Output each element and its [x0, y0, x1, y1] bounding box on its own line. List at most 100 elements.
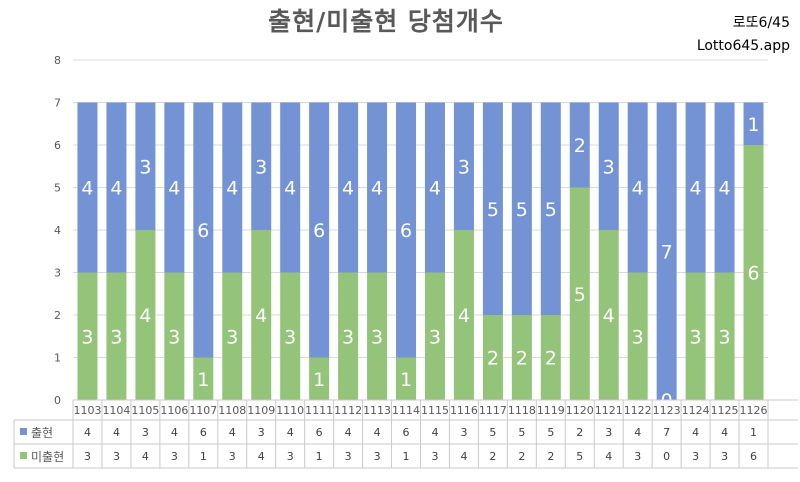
y-tick-label-0: 0 — [54, 394, 61, 407]
data-label-miss-1116: 4 — [458, 305, 470, 327]
x-tick-label-1125: 1125 — [711, 404, 739, 417]
table-cell-miss-1113: 3 — [374, 450, 381, 463]
data-label-appear-1122: 4 — [632, 178, 644, 200]
data-label-miss-1124: 3 — [690, 326, 702, 348]
x-tick-label-1121: 1121 — [595, 404, 623, 417]
x-tick-label-1104: 1104 — [102, 404, 130, 417]
bar-appear-1123 — [656, 102, 677, 400]
bar-appear-1104 — [106, 102, 127, 273]
y-tick-label-8: 8 — [54, 54, 61, 67]
table-cell-miss-1120: 5 — [576, 450, 583, 463]
data-label-miss-1122: 3 — [632, 326, 644, 348]
bar-miss-1117 — [482, 315, 503, 400]
data-label-miss-1104: 3 — [110, 326, 122, 348]
table-cell-appear-1126: 1 — [750, 426, 757, 439]
bar-appear-1109 — [251, 102, 272, 230]
x-tick-label-1117: 1117 — [479, 404, 507, 417]
data-label-appear-1117: 5 — [487, 199, 499, 221]
data-label-appear-1126: 1 — [747, 114, 759, 136]
x-tick-label-1110: 1110 — [276, 404, 304, 417]
table-cell-miss-1118: 2 — [518, 450, 525, 463]
data-label-miss-1114: 1 — [400, 369, 412, 391]
table-cell-appear-1109: 3 — [258, 426, 265, 439]
bar-miss-1121 — [598, 230, 619, 400]
data-label-appear-1114: 6 — [400, 220, 412, 242]
data-label-miss-1117: 2 — [487, 348, 499, 370]
data-label-appear-1113: 4 — [371, 178, 383, 200]
legend-key-appear — [20, 428, 27, 435]
table-cell-miss-1103: 3 — [84, 450, 91, 463]
table-cell-appear-1113: 4 — [374, 426, 381, 439]
y-tick-label-1: 1 — [54, 352, 61, 365]
table-cell-appear-1103: 4 — [84, 426, 91, 439]
table-cell-miss-1124: 3 — [692, 450, 699, 463]
table-cell-appear-1105: 3 — [142, 426, 149, 439]
data-label-miss-1120: 5 — [574, 284, 586, 306]
bar-appear-1126 — [743, 102, 764, 145]
chart-title: 출현/미출현 당첨개수 — [268, 7, 504, 36]
table-cell-appear-1118: 5 — [518, 426, 525, 439]
table-cell-miss-1125: 3 — [721, 450, 728, 463]
bar-appear-1113 — [367, 102, 388, 273]
table-cell-appear-1108: 4 — [229, 426, 236, 439]
data-label-miss-1123: 0 — [661, 390, 673, 412]
data-label-miss-1106: 3 — [168, 326, 180, 348]
x-tick-label-1107: 1107 — [189, 404, 217, 417]
table-cell-appear-1106: 4 — [171, 426, 178, 439]
bar-miss-1116 — [453, 230, 474, 400]
bar-appear-1111 — [309, 102, 330, 358]
data-label-appear-1105: 3 — [139, 156, 151, 178]
table-cell-appear-1125: 4 — [721, 426, 728, 439]
bar-appear-1122 — [627, 102, 648, 273]
bar-appear-1107 — [193, 102, 214, 358]
bar-miss-1125 — [714, 272, 735, 400]
data-label-appear-1107: 6 — [197, 220, 209, 242]
bar-miss-1109 — [251, 230, 272, 400]
x-tick-label-1105: 1105 — [131, 404, 159, 417]
table-cell-miss-1119: 2 — [547, 450, 554, 463]
table-cell-miss-1121: 4 — [605, 450, 612, 463]
bar-appear-1121 — [598, 102, 619, 230]
bar-miss-1106 — [164, 272, 185, 400]
table-cell-appear-1111: 6 — [316, 426, 323, 439]
bar-miss-1126 — [743, 145, 764, 400]
table-cell-appear-1114: 6 — [403, 426, 410, 439]
x-tick-label-1123: 1123 — [653, 404, 681, 417]
bar-appear-1114 — [396, 102, 417, 358]
data-label-appear-1123: 7 — [661, 241, 673, 263]
table-cell-miss-1112: 3 — [345, 450, 352, 463]
bar-miss-1110 — [280, 272, 301, 400]
data-label-miss-1125: 3 — [719, 326, 731, 348]
y-tick-label-3: 3 — [54, 267, 61, 280]
data-label-appear-1121: 3 — [603, 156, 615, 178]
bar-miss-1120 — [569, 187, 590, 400]
bar-miss-1119 — [540, 315, 561, 400]
data-label-miss-1107: 1 — [197, 369, 209, 391]
table-cell-appear-1119: 5 — [547, 426, 554, 439]
data-label-appear-1124: 4 — [690, 178, 702, 200]
table-cell-appear-1107: 6 — [200, 426, 207, 439]
bar-miss-1122 — [627, 272, 648, 400]
x-tick-label-1113: 1113 — [363, 404, 391, 417]
data-label-appear-1111: 6 — [313, 220, 325, 242]
bar-miss-1103 — [77, 272, 98, 400]
x-tick-label-1122: 1122 — [624, 404, 652, 417]
data-label-miss-1126: 6 — [747, 263, 759, 285]
data-label-miss-1118: 2 — [516, 348, 528, 370]
x-tick-label-1124: 1124 — [682, 404, 710, 417]
table-cell-appear-1124: 4 — [692, 426, 699, 439]
table-cell-miss-1122: 3 — [634, 450, 641, 463]
table-cell-miss-1116: 4 — [460, 450, 467, 463]
data-label-miss-1108: 3 — [226, 326, 238, 348]
legend-label-miss: 미출현 — [31, 450, 64, 464]
data-label-appear-1119: 5 — [545, 199, 557, 221]
table-cell-appear-1117: 5 — [489, 426, 496, 439]
bar-appear-1120 — [569, 102, 590, 188]
data-label-miss-1105: 4 — [139, 305, 151, 327]
data-label-miss-1103: 3 — [81, 326, 93, 348]
table-cell-miss-1107: 1 — [200, 450, 207, 463]
x-tick-label-1111: 1111 — [305, 404, 333, 417]
table-cell-miss-1105: 4 — [142, 450, 149, 463]
bar-appear-1117 — [482, 102, 503, 315]
bar-appear-1103 — [77, 102, 98, 273]
